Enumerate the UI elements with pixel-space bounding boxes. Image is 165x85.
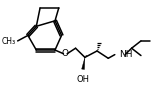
Text: NH: NH	[119, 50, 133, 59]
Polygon shape	[82, 57, 85, 69]
Text: O: O	[62, 49, 69, 58]
Text: OH: OH	[77, 75, 90, 84]
Text: •: •	[85, 54, 87, 58]
Text: CH₃: CH₃	[2, 37, 16, 46]
